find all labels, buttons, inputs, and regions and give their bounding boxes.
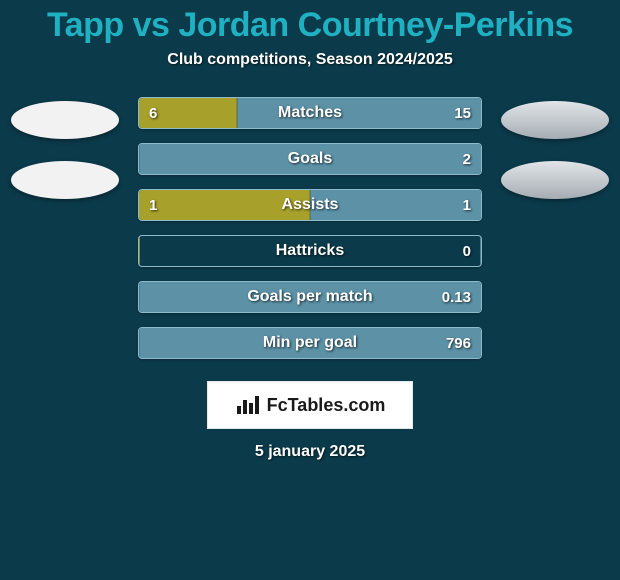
bar-label: Hattricks [139, 236, 481, 266]
page-title: Tapp vs Jordan Courtney-Perkins [47, 6, 573, 45]
bar-fill-right [139, 282, 481, 312]
content-root: Tapp vs Jordan Courtney-Perkins Club com… [0, 0, 620, 580]
bar-fill-left [139, 236, 140, 266]
bar-fill-right [310, 190, 481, 220]
bar-row: 11Assists [138, 189, 482, 221]
player1-team-avatar [11, 161, 119, 199]
brand-badge: FcTables.com [207, 381, 413, 429]
bar-value-right: 0 [463, 236, 471, 266]
player2-avatar [501, 101, 609, 139]
bar-row: 796Min per goal [138, 327, 482, 359]
bar-row: 615Matches [138, 97, 482, 129]
page-subtitle: Club competitions, Season 2024/2025 [167, 51, 452, 69]
brand-bars-icon [235, 394, 261, 416]
brand-text: FcTables.com [267, 395, 386, 416]
bars-container: 615Matches 2Goals 11Assists 0Hattricks 0.13G… [138, 97, 482, 359]
bar-fill-right [139, 144, 481, 174]
bar-fill-right [237, 98, 481, 128]
bar-fill-left [139, 190, 310, 220]
bar-fill-left [139, 98, 237, 128]
bar-fill-right [480, 236, 481, 266]
left-avatar-col [10, 101, 120, 199]
bar-row: 0.13Goals per match [138, 281, 482, 313]
footer-date: 5 january 2025 [255, 443, 365, 461]
comparison-chart: 615Matches 2Goals 11Assists 0Hattricks 0.13G… [0, 97, 620, 359]
right-avatar-col [500, 101, 610, 199]
player2-team-avatar [501, 161, 609, 199]
bar-row: 2Goals [138, 143, 482, 175]
bar-fill-right [139, 328, 481, 358]
bar-row: 0Hattricks [138, 235, 482, 267]
player1-avatar [11, 101, 119, 139]
